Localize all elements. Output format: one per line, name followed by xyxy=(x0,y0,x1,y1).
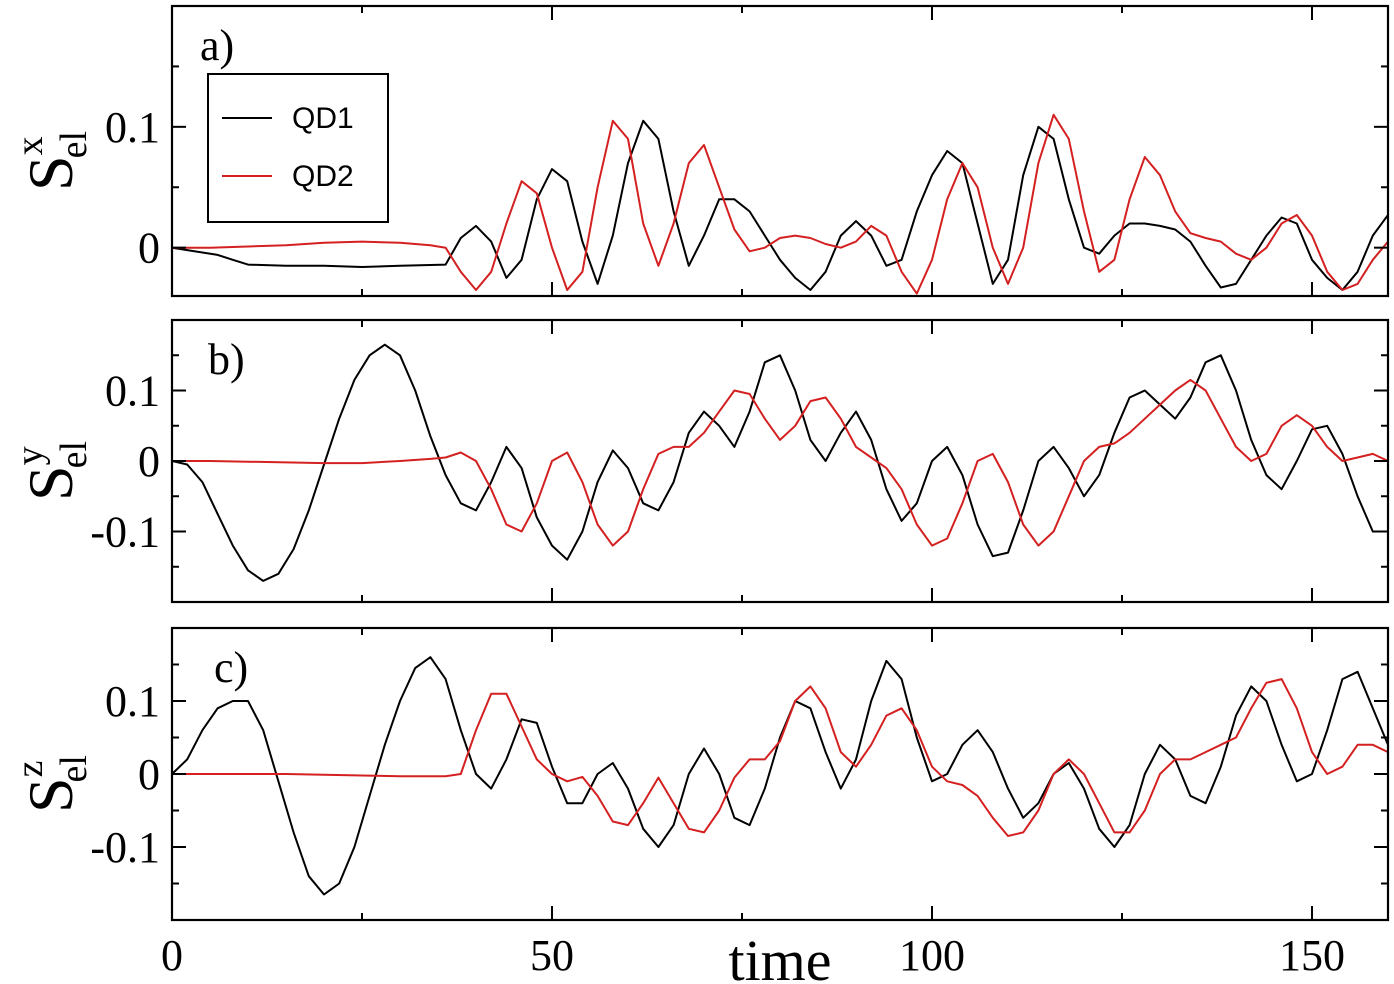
y-axis-label-sub-a: el xyxy=(53,131,95,158)
plot-frame-c xyxy=(170,626,1390,922)
y-axis-label-a: Sxel xyxy=(9,131,95,191)
series-line-qd2-panel-b xyxy=(172,378,1388,547)
y-axis-label-sub-c: el xyxy=(53,755,95,782)
x-tick-label: 0 xyxy=(161,931,183,980)
panel-c: -0.1 0 0.1 c) Szel xyxy=(9,626,1390,922)
y-tick-label-a: 0.1 xyxy=(105,103,160,152)
y-tick-label-b: 0 xyxy=(138,437,160,486)
x-tick-label: 50 xyxy=(530,931,574,980)
panel-b: -0.1 0 0.1 b) Syel xyxy=(9,318,1390,604)
series-line-qd1-panel-a xyxy=(172,119,1388,291)
y-tick-label-c: -0.1 xyxy=(90,823,160,872)
legend-label-qd1: QD1 xyxy=(292,102,354,135)
series-line-qd1-panel-c xyxy=(172,656,1388,896)
y-tick-label-c: 0 xyxy=(138,750,160,799)
panel-label-a: a) xyxy=(200,21,234,70)
x-axis-label: time xyxy=(728,928,831,984)
series-line-qd2-panel-a xyxy=(172,113,1388,295)
plot-frame-a xyxy=(170,4,1390,298)
y-axis-label-main-a: S xyxy=(15,155,86,191)
y-tick-label-b: 0.1 xyxy=(105,367,160,416)
legend-label-qd2: QD2 xyxy=(292,160,354,193)
panel-label-b: b) xyxy=(208,335,245,384)
panel-a: 0 0.1 a) Sxel QD1 QD2 xyxy=(9,4,1390,298)
panel-label-c: c) xyxy=(214,643,248,692)
x-tick-label: 150 xyxy=(1279,931,1345,980)
series-line-qd2-panel-c xyxy=(172,678,1388,837)
legend: QD1 QD2 xyxy=(207,73,389,223)
x-tick-label: 100 xyxy=(899,931,965,980)
series-line-qd1-panel-b xyxy=(172,343,1388,582)
y-axis-label-b: Syel xyxy=(9,441,95,501)
y-axis-label-sup-a: x xyxy=(9,136,51,155)
y-axis-label-sup-c: z xyxy=(9,760,51,777)
y-tick-label-a: 0 xyxy=(138,224,160,273)
legend-box xyxy=(207,73,389,223)
y-axis-label-sup-b: y xyxy=(9,446,51,465)
y-axis-label-c: Szel xyxy=(9,755,95,813)
y-tick-label-b: -0.1 xyxy=(90,508,160,557)
y-axis-label-main-b: S xyxy=(15,465,86,501)
y-axis-label-sub-b: el xyxy=(53,441,95,468)
y-axis-label-main-c: S xyxy=(15,777,86,813)
panels: 00.1a)SxelQD1QD2-0.100.1b)Syel-0.100.1c)… xyxy=(9,4,1390,980)
y-tick-label-c: 0.1 xyxy=(105,677,160,726)
